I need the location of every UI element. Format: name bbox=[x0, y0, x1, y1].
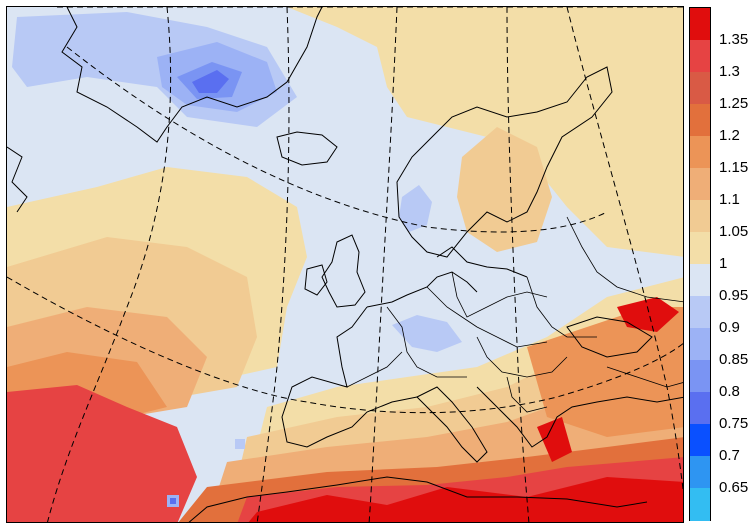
north-africa-max-region bbox=[248, 477, 683, 522]
colorbar-swatch bbox=[690, 8, 710, 41]
colorbar-tick-label: 0.7 bbox=[719, 447, 740, 464]
north-east-warm-region bbox=[287, 7, 683, 257]
colorbar-swatch bbox=[690, 264, 710, 297]
ireland-coast bbox=[304, 264, 328, 296]
colorbar-tick-label: 1.3 bbox=[719, 63, 740, 80]
colorbar-tick-label: 1.25 bbox=[719, 95, 749, 112]
north-africa-coast bbox=[188, 476, 648, 522]
colorbar-swatch bbox=[690, 232, 710, 265]
greenland-core-minimum bbox=[192, 70, 229, 93]
iberia-low-ratio-spot bbox=[235, 439, 245, 449]
alps-low-ratio bbox=[392, 315, 462, 352]
colorbar-swatch bbox=[690, 104, 710, 137]
colorbar-swatch bbox=[690, 392, 710, 425]
map-panel[interactable] bbox=[6, 6, 684, 523]
ratio-field-map bbox=[7, 7, 683, 522]
colorbar-tick-label: 1 bbox=[719, 255, 728, 272]
colorbar-swatch bbox=[690, 328, 710, 361]
colorbar-swatch bbox=[690, 168, 710, 201]
colorbar bbox=[689, 7, 711, 521]
atlas-low-ratio-core bbox=[170, 498, 176, 504]
coastlines bbox=[7, 7, 683, 522]
colorbar-tick-label: 0.65 bbox=[719, 479, 749, 496]
western-europe-coast bbox=[281, 271, 478, 448]
colorbar-swatch bbox=[690, 40, 710, 73]
colorbar-swatch bbox=[690, 424, 710, 457]
baltic-coast bbox=[436, 246, 528, 278]
colorbar-swatch bbox=[690, 200, 710, 233]
colorbar-tick-label: 0.85 bbox=[719, 351, 749, 368]
black-sea-coast bbox=[566, 316, 653, 358]
scandinavia-low-ratio bbox=[399, 185, 432, 232]
britain-coast bbox=[321, 234, 366, 308]
colorbar-tick-label: 0.95 bbox=[719, 287, 749, 304]
south-west-red-region bbox=[7, 385, 197, 522]
colorbar-swatch bbox=[690, 360, 710, 393]
greenland-coast bbox=[61, 7, 323, 143]
aegean-max-region bbox=[537, 417, 572, 462]
canada-coast bbox=[7, 146, 28, 213]
graticule-lines bbox=[7, 7, 683, 522]
colorbar-tick-label: 0.75 bbox=[719, 415, 749, 432]
colorbar-tick-label: 0.8 bbox=[719, 383, 740, 400]
colorbar-swatch bbox=[690, 296, 710, 329]
iceland-coast bbox=[276, 131, 338, 166]
colorbar-swatch bbox=[690, 456, 710, 489]
colorbar-swatch bbox=[690, 72, 710, 105]
colorbar-tick-label: 1.05 bbox=[719, 223, 749, 240]
colorbar-tick-label: 1.1 bbox=[719, 191, 740, 208]
balkans-coast bbox=[476, 386, 683, 448]
colorbar-tick-label: 1.35 bbox=[719, 31, 749, 48]
balkan-high-region bbox=[527, 307, 683, 437]
colorbar-swatch bbox=[690, 136, 710, 169]
italy-coast bbox=[416, 386, 488, 463]
colorbar-tick-label: 1.2 bbox=[719, 127, 740, 144]
colorbar-tick-label: 0.9 bbox=[719, 319, 740, 336]
colorbar-swatch bbox=[690, 488, 710, 521]
country-borders bbox=[346, 216, 683, 413]
scandinavia-coast bbox=[396, 66, 613, 258]
colorbar-tick-label: 1.15 bbox=[719, 159, 749, 176]
finland-warm-region bbox=[457, 127, 552, 252]
levant-max-region bbox=[617, 297, 679, 332]
